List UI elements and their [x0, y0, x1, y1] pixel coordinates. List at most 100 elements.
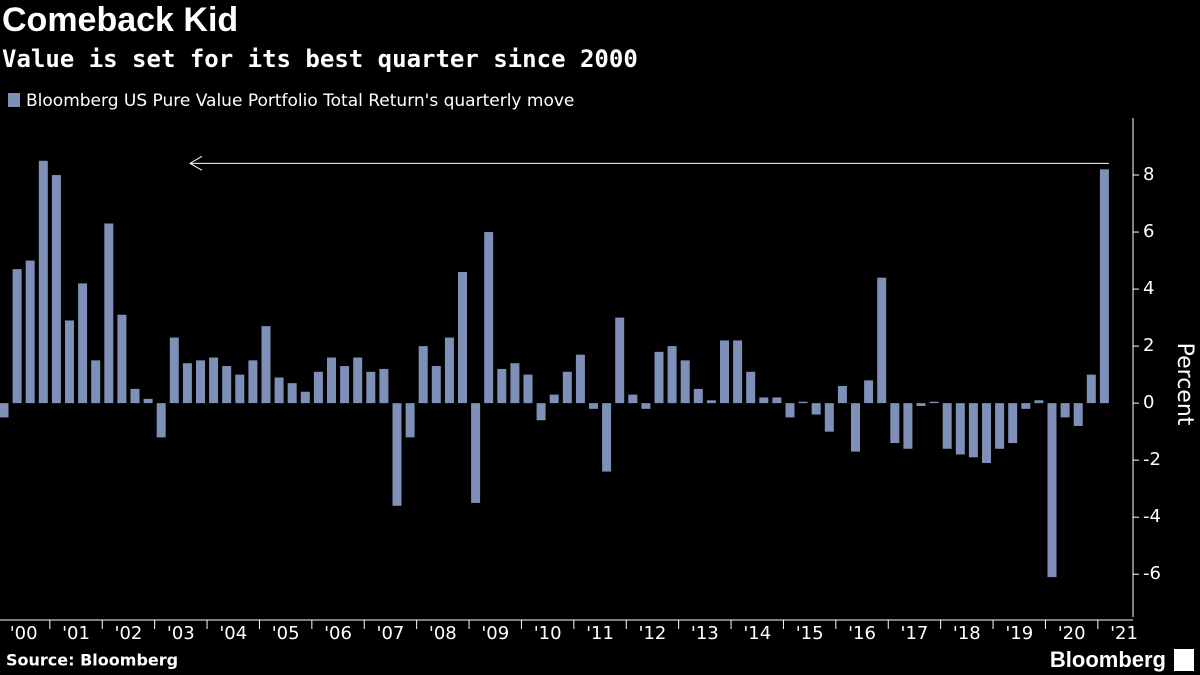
y-tick-label: 2: [1143, 335, 1154, 356]
bar: [1073, 403, 1083, 426]
bar: [444, 337, 454, 404]
y-tick-label: 4: [1143, 278, 1154, 299]
x-tick-label: '13: [691, 623, 719, 644]
bar: [798, 401, 808, 404]
x-tick-label: '20: [1058, 623, 1086, 644]
bar: [955, 403, 965, 455]
bar: [209, 357, 219, 404]
bar: [353, 357, 363, 404]
bar: [510, 363, 520, 404]
bar: [300, 391, 310, 404]
bar: [1034, 400, 1044, 404]
bar: [680, 360, 690, 404]
bar: [929, 401, 939, 404]
annotation-arrow: [189, 155, 1109, 171]
y-axis-label: Percent: [1172, 343, 1197, 426]
bar: [890, 403, 900, 444]
bar: [1086, 374, 1096, 404]
bar: [562, 371, 572, 404]
bar: [811, 403, 821, 415]
x-tick-label: '12: [639, 623, 667, 644]
x-tick-label: '10: [534, 623, 562, 644]
logo: Bloomberg: [1050, 647, 1166, 672]
x-tick-label: '19: [1005, 623, 1033, 644]
bar: [589, 403, 598, 409]
bar: [1060, 403, 1070, 418]
bar: [65, 320, 74, 404]
legend-label: Bloomberg US Pure Value Portfolio Total …: [26, 91, 574, 111]
bar: [654, 351, 664, 404]
bar: [143, 398, 153, 404]
y-tick-label: -2: [1143, 449, 1161, 470]
bar: [693, 388, 703, 404]
x-tick-label: '08: [429, 623, 457, 644]
bar: [864, 380, 874, 404]
bar: [458, 271, 467, 404]
bar: [38, 160, 48, 404]
bar: [471, 403, 481, 503]
bar: [667, 346, 677, 404]
bar: [261, 326, 271, 404]
x-tick-label: '06: [324, 623, 352, 644]
x-tick-label: '18: [953, 623, 981, 644]
bar: [327, 357, 336, 404]
x-tick-label: '00: [10, 623, 38, 644]
y-tick-label: -6: [1143, 563, 1161, 584]
x-tick-label: '15: [796, 623, 824, 644]
bar: [91, 360, 101, 404]
x-tick-label: '16: [848, 623, 876, 644]
x-tick-label: '11: [586, 623, 614, 644]
bar: [366, 371, 376, 404]
bar: [1021, 403, 1031, 409]
bar: [942, 403, 952, 449]
bar: [235, 374, 245, 404]
bar: [1047, 403, 1057, 578]
bar: [772, 397, 782, 404]
bar: [720, 340, 729, 404]
bar: [12, 269, 22, 404]
x-tick-label: '09: [481, 623, 509, 644]
bar: [196, 360, 205, 404]
bar: [602, 403, 612, 472]
bar: [274, 377, 284, 404]
bar: [746, 371, 756, 404]
bar: [340, 366, 350, 404]
bar: [615, 317, 625, 404]
bar: [706, 400, 716, 404]
bar: [379, 368, 389, 404]
bar: [51, 175, 61, 404]
chart-title: Comeback Kid: [2, 1, 238, 39]
x-tick-label: '02: [115, 623, 143, 644]
bar: [418, 346, 428, 404]
bar: [968, 403, 978, 458]
bar: [169, 337, 179, 404]
y-tick-label: 6: [1143, 221, 1154, 242]
bar: [484, 232, 494, 404]
bar: [536, 403, 546, 421]
bar: [903, 403, 913, 449]
bar: [117, 314, 127, 404]
x-tick-label: '14: [743, 623, 771, 644]
bar: [431, 366, 441, 404]
legend-swatch: [8, 93, 20, 107]
bar: [497, 368, 507, 404]
x-tick-label: '07: [377, 623, 405, 644]
bar: [549, 394, 559, 404]
bar: [575, 354, 585, 404]
bar: [78, 283, 88, 404]
x-tick-label: '04: [219, 623, 247, 644]
bar: [733, 340, 743, 404]
bar: [392, 403, 402, 506]
x-tick-label: '05: [272, 623, 300, 644]
bar: [837, 386, 847, 404]
y-tick-label: 8: [1143, 164, 1154, 185]
bar: [405, 403, 415, 438]
bar: [628, 394, 638, 404]
x-tick-label: '17: [901, 623, 929, 644]
bar: [222, 366, 232, 404]
bar: [0, 403, 9, 418]
bar: [995, 403, 1005, 449]
bar: [982, 403, 991, 464]
y-tick-label: -4: [1143, 506, 1161, 527]
